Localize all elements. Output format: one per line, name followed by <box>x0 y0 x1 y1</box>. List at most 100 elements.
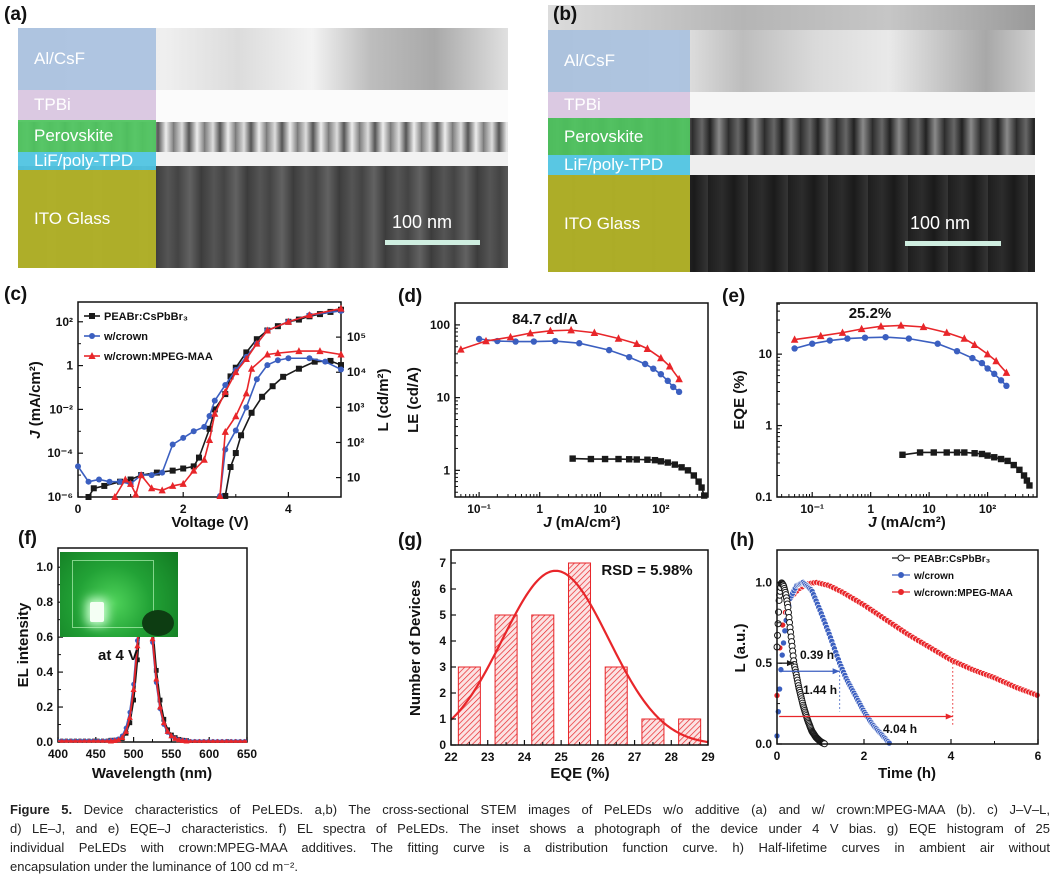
panel-h-arrow-head <box>945 713 953 720</box>
panel-c-data-point <box>75 463 81 470</box>
panel-f-data-point <box>134 657 140 663</box>
panel-d-x-tick-label: 10⁻¹ <box>467 502 491 516</box>
panel-f-x-tick-label: 450 <box>86 747 106 761</box>
panel-c-data-point <box>263 326 271 334</box>
panel-d-label: (d) <box>398 286 423 307</box>
panel-h-plot-frame <box>776 549 1039 745</box>
panel-f-y-axis-label: EL intensity <box>15 602 32 687</box>
panel-d-data-point <box>576 340 583 347</box>
panel-g-x-tick-label: 26 <box>591 750 605 764</box>
panel-d-data-point <box>641 360 649 368</box>
panel-d-data-point <box>698 484 705 491</box>
panel-c-data-point <box>85 478 92 485</box>
legend-marker <box>89 313 95 319</box>
panel-c-data-point <box>263 350 271 358</box>
panel-e-data-point <box>1002 368 1011 376</box>
panel-f-data-point <box>215 738 220 743</box>
panel-f-data-point <box>188 738 193 743</box>
panel-f-data-point <box>183 737 190 744</box>
panel-d-series-black <box>569 455 708 499</box>
legend-label: PEABr:CsPbBr₃ <box>914 554 991 565</box>
panel-g-x-tick-label: 27 <box>628 750 642 764</box>
panel-d-x-tick-label: 10 <box>594 502 608 516</box>
panel-d-data-point <box>601 455 609 463</box>
panel-d-data-point <box>643 344 652 352</box>
panel-f-data-point <box>104 738 110 743</box>
panel-e-data-point <box>877 322 885 330</box>
panel-f-data-point <box>95 738 101 743</box>
panel-g-y-tick-label: 6 <box>439 582 446 596</box>
panel-c-data-point <box>221 387 229 395</box>
panel-g-x-tick-label: 25 <box>554 750 568 764</box>
legend-marker <box>88 352 96 359</box>
panel-h-x-tick-label: 6 <box>1035 749 1042 763</box>
panel-c-data-point <box>242 354 250 362</box>
panel-c-y-tick-label: 10⁻⁶ <box>48 490 73 504</box>
axis-unit: (mA/cm²) <box>27 361 44 430</box>
panel-e-data-point <box>992 356 1000 365</box>
panel-e-data-point <box>984 365 991 372</box>
panel-c-data-point <box>206 412 213 419</box>
panel-f-y-tick-label: 0.2 <box>36 700 53 714</box>
panel-h-annotation-blue: 1.44 h <box>803 683 837 697</box>
panel-c-data-point <box>284 317 292 325</box>
panel-f-data-point <box>68 738 74 743</box>
panel-d-data-point <box>644 456 651 463</box>
panel-c-data-point <box>200 455 208 463</box>
figure-caption: Figure 5. Device characteristics of PeLE… <box>10 800 1050 876</box>
panel-e-plot-frame <box>776 302 1038 498</box>
panel-e-data-point <box>1004 457 1011 465</box>
panel-c-data-point <box>238 432 245 439</box>
panel-c-data-point <box>137 471 145 479</box>
panel-c-data-point <box>243 404 250 411</box>
panel-d-data-point <box>670 383 677 391</box>
panel-g-histogram-bar <box>457 666 481 746</box>
panel-c-data-point <box>169 481 177 489</box>
panel-d-data-point <box>569 455 576 462</box>
panel-c-data-point <box>222 381 229 388</box>
panel-f-data-point <box>160 719 167 726</box>
panel-c-data-point <box>316 347 324 355</box>
panel-f-data-point <box>73 738 78 743</box>
panel-c-data-point <box>338 362 344 369</box>
panel-e-data-point <box>991 454 998 461</box>
panel-f-x-tick-label: 400 <box>48 747 68 761</box>
panel-e-data-point <box>1020 472 1028 479</box>
panel-h-annotation-black: 0.39 h <box>800 648 834 662</box>
panel-c-data-point <box>259 393 266 400</box>
panel-f-y-tick-label: 1.0 <box>36 560 53 574</box>
panel-d-data-point <box>701 492 708 499</box>
panel-e-data-point <box>942 328 951 336</box>
panel-e-data-point <box>934 340 941 347</box>
panel-c-y-tick-label: 10⁻⁴ <box>47 446 73 460</box>
caption-line-1: Figure 5. Device characteristics of PeLE… <box>10 800 1050 819</box>
axis-variable: J <box>27 430 44 439</box>
panel-d-data-point <box>551 337 559 345</box>
panel-d-data-point <box>632 339 641 347</box>
axis-variable: J <box>543 514 552 531</box>
panel-d-data-point <box>567 325 575 334</box>
panel-h-data-point <box>780 639 787 647</box>
panel-c-data-point <box>253 376 260 383</box>
panel-d-data-point <box>546 326 555 334</box>
panel-c-data-point <box>132 490 140 498</box>
panel-c-data-point <box>243 349 250 356</box>
panel-g-histogram-bar <box>531 614 555 746</box>
panel-e-y-axis-label: EQE (%) <box>731 370 748 429</box>
panel-d-data-point <box>650 365 657 372</box>
panel-g-histogram-bar <box>567 562 592 746</box>
panel-c-data-point <box>190 428 197 435</box>
scale-bar-label: 100 nm <box>392 212 453 232</box>
panel-c-plot-frame <box>77 301 342 498</box>
panel-h-arrow-head <box>832 668 840 675</box>
panel-d-y-tick-label: 10 <box>437 391 451 405</box>
panel-c-data-point <box>169 441 176 448</box>
panel-c-data-point <box>295 365 302 372</box>
panel-f-data-point <box>168 732 175 739</box>
panel-f-data-point <box>201 738 207 743</box>
panel-d-data-point <box>615 455 622 463</box>
panel-e-x-axis-label: J (mA/cm²) <box>868 514 946 531</box>
panel-c-data-point <box>327 357 334 364</box>
panel-f-data-point <box>126 714 133 720</box>
panel-c-data-point <box>247 364 256 372</box>
